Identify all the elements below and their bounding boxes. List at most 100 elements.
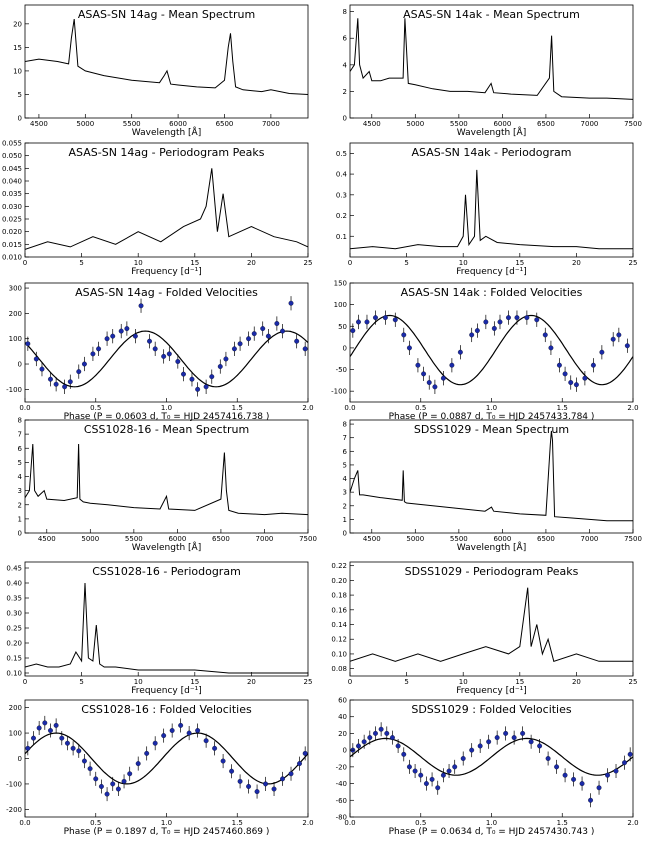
plot-frame <box>24 419 309 534</box>
x-axis-label: Wavelength [Å] <box>132 541 201 553</box>
data-point <box>483 319 489 325</box>
series-line <box>25 582 308 674</box>
x-axis-label: Phase (P = 0.0603 d, T₀ = HJD 2457416.73… <box>64 412 270 422</box>
y-tick-label: 100 <box>334 301 347 309</box>
x-tick-label: 10 <box>134 259 143 267</box>
panel-title: ASAS-SN 14ak - Mean Spectrum <box>403 8 580 21</box>
data-point <box>59 735 65 741</box>
data-point <box>610 336 616 342</box>
y-tick-label: -60 <box>336 797 347 805</box>
x-tick-label: 0.0 <box>344 404 355 412</box>
series-line <box>350 18 633 100</box>
panel-title: ASAS-SN 14ag - Mean Spectrum <box>78 8 255 21</box>
plot-frame <box>349 561 634 677</box>
plot-area <box>25 443 308 516</box>
data-point <box>474 328 480 334</box>
data-point <box>302 750 308 756</box>
data-point <box>217 364 223 370</box>
data-point <box>423 781 429 787</box>
data-point <box>415 362 421 368</box>
plot-frame <box>349 282 634 403</box>
y-tick-label: 200 <box>9 704 22 712</box>
data-point <box>457 349 463 355</box>
data-point <box>426 380 432 385</box>
data-point <box>271 786 277 792</box>
data-point <box>524 315 530 321</box>
y-tick-label: 8 <box>343 421 347 429</box>
data-point <box>42 720 48 726</box>
x-tick-label: 2.0 <box>302 404 313 412</box>
x-tick-label: 7500 <box>624 535 642 543</box>
x-tick-label: 0 <box>23 259 27 267</box>
y-tick-label: 0.16 <box>331 606 347 614</box>
data-point <box>361 739 367 745</box>
data-point <box>477 743 483 749</box>
data-point <box>302 346 308 352</box>
data-point <box>254 789 260 795</box>
data-point <box>36 725 42 731</box>
data-point <box>62 384 68 390</box>
y-tick-label: 60 <box>338 697 347 705</box>
x-tick-label: 4500 <box>38 535 56 543</box>
data-point <box>588 797 593 803</box>
y-tick-label: -200 <box>6 806 22 814</box>
x-tick-label: 1.0 <box>161 819 172 827</box>
y-tick-label: -50 <box>336 366 347 374</box>
x-tick-label: 2.0 <box>302 819 313 827</box>
data-point <box>161 733 167 739</box>
data-point <box>469 747 475 753</box>
data-point <box>373 315 378 321</box>
x-tick-label: 6000 <box>493 535 511 543</box>
y-tick-label: 0.025 <box>2 216 22 224</box>
y-tick-label: 0.030 <box>2 203 22 211</box>
x-tick-label: 6000 <box>493 120 511 128</box>
data-point <box>406 764 412 770</box>
data-point <box>246 784 252 789</box>
y-tick-label: 0.45 <box>6 565 22 573</box>
panel-p6: 4500 5000 5500 6000 6500 7000 7500 0 1 2 3 4 5 6 7 8 CSS… <box>18 417 317 554</box>
y-tick-label: 3 <box>343 489 347 497</box>
y-tick-label: 0.08 <box>331 665 347 673</box>
y-tick-label: 6 <box>343 448 348 456</box>
y-tick-label: -100 <box>331 388 347 396</box>
data-point <box>25 341 31 347</box>
data-point <box>175 359 181 364</box>
data-point <box>121 778 127 784</box>
y-tick-label: 0.040 <box>2 178 22 186</box>
plot-area <box>350 587 633 662</box>
data-point <box>373 730 378 736</box>
data-point <box>460 756 466 761</box>
panel-p8: 0 5 10 15 20 25 0.10 0.15 0.20 0.25 0.30 0.35 0.40 0.… <box>6 561 312 696</box>
y-tick-label: 20 <box>13 20 22 28</box>
x-tick-label: 5500 <box>450 535 468 543</box>
data-point <box>237 341 243 347</box>
x-tick-label: 5 <box>79 259 83 267</box>
data-point <box>537 743 543 749</box>
data-point <box>115 786 121 792</box>
data-point <box>169 728 175 733</box>
x-tick-label: 5000 <box>76 120 94 128</box>
panel-p5: 0.0 0.5 1.0 1.5 2.0 -100 -50 0 50 100 150 ASAS-SN 1… <box>331 280 638 423</box>
data-point <box>622 760 627 766</box>
plot-area <box>25 19 308 95</box>
series-line <box>350 169 633 250</box>
y-tick-label: 5 <box>343 461 347 469</box>
data-point <box>395 743 401 749</box>
data-point <box>260 326 266 332</box>
x-tick-label: 2.0 <box>627 819 638 827</box>
plot-area <box>350 169 633 250</box>
y-tick-label: 0.055 <box>2 140 22 148</box>
y-tick-label: 1 <box>18 515 22 523</box>
data-point <box>209 374 215 380</box>
x-axis-label: Wavelength [Å] <box>457 541 526 553</box>
data-point <box>401 751 407 757</box>
data-point <box>67 379 73 385</box>
data-point <box>579 781 585 787</box>
x-tick-label: 6500 <box>537 120 555 128</box>
x-axis-label: Wavelength [Å] <box>132 126 201 138</box>
panel-p0: 4500 5000 5500 6000 6500 7000 0 5 10 15 20 ASAS-SN … <box>13 4 309 138</box>
x-tick-label: 20 <box>572 259 581 267</box>
panel-p9: 0 5 10 15 20 25 0.08 0.10 0.12 0.14 0.16 0.18 0.20 0.… <box>331 561 637 696</box>
y-tick-label: -80 <box>336 814 347 822</box>
plot-area <box>25 715 308 802</box>
